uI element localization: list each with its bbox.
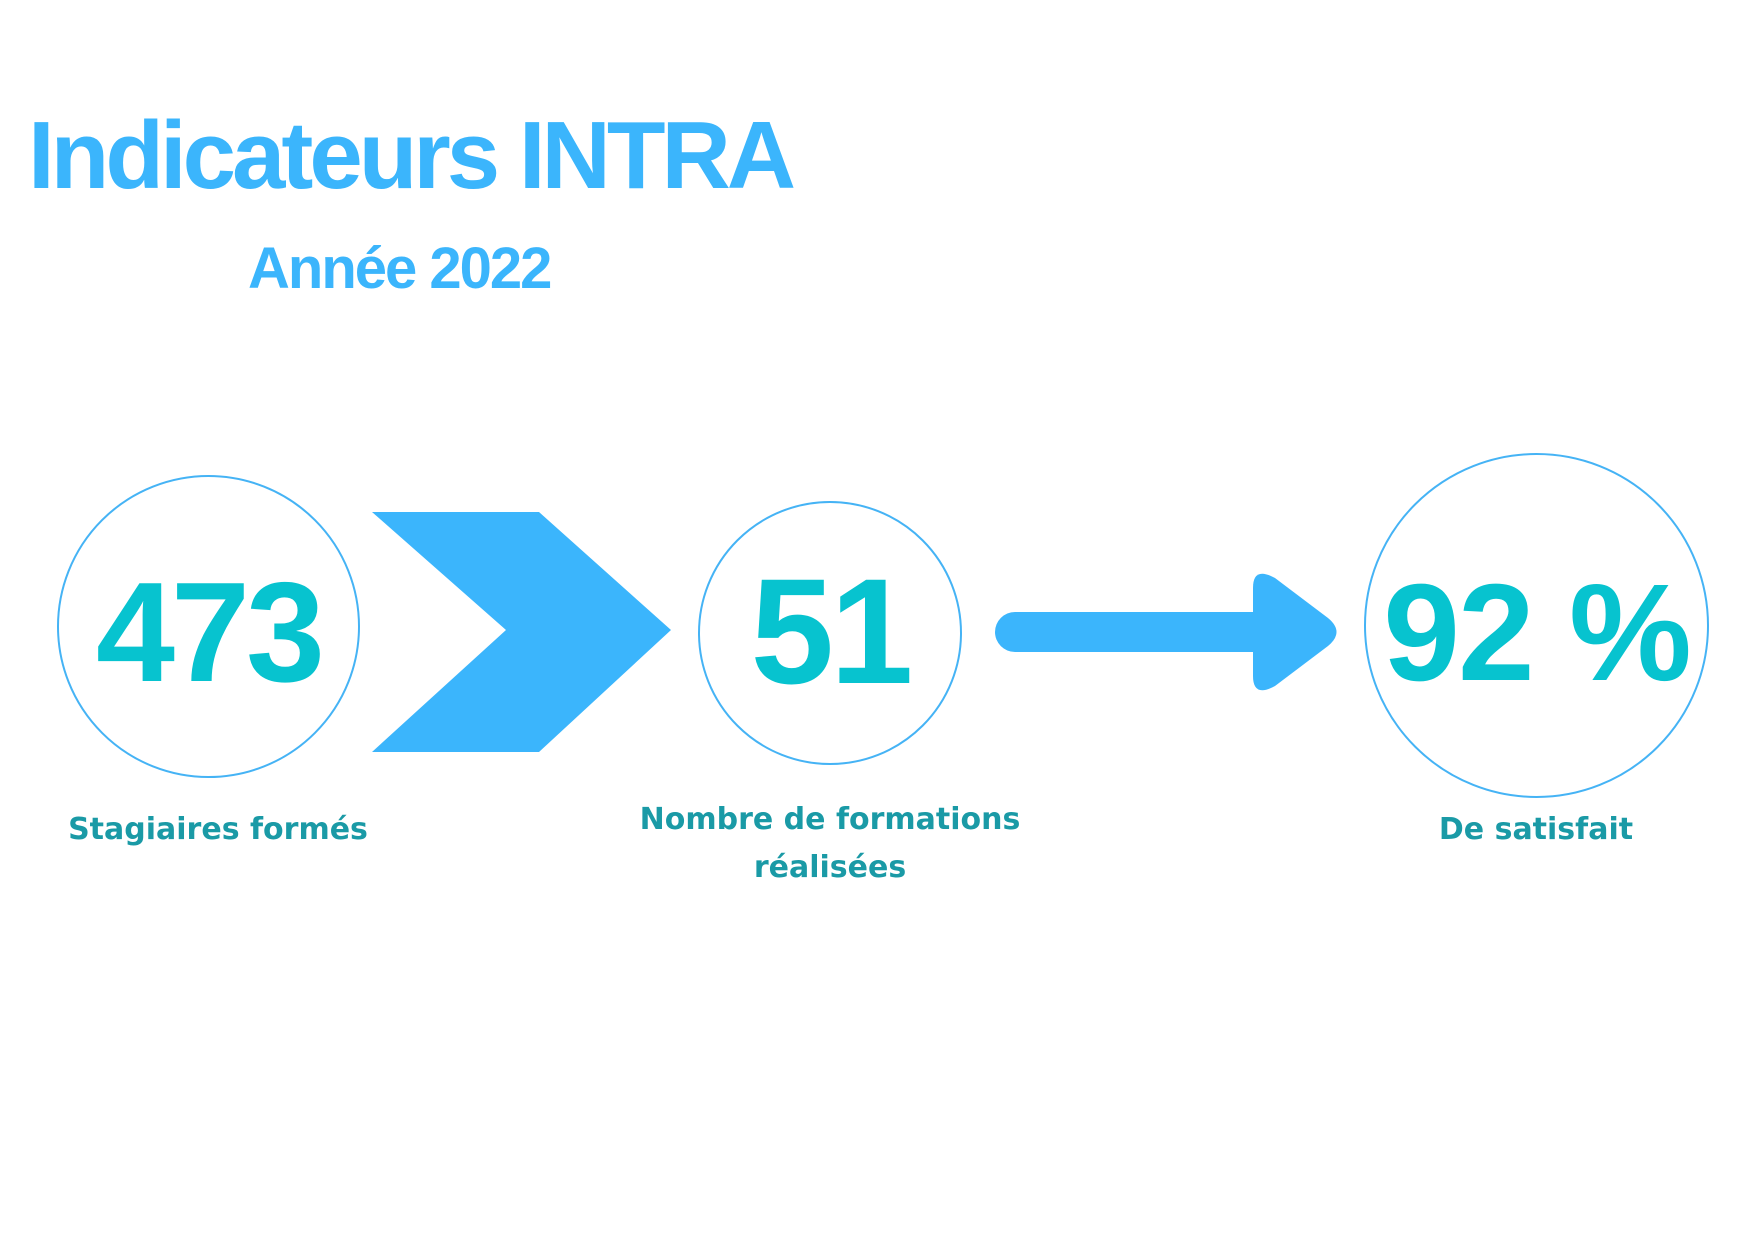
trainees-label: Stagiaires formés: [28, 806, 408, 854]
indicator-circle-trainings: 51: [698, 501, 962, 765]
trainings-label: Nombre de formations réalisées: [580, 796, 1080, 892]
trainees-label-text: Stagiaires formés: [68, 812, 368, 847]
trainings-label-line-1: Nombre de formations: [639, 802, 1021, 837]
page-subtitle-year: Année 2022: [248, 236, 552, 301]
satisfaction-rate-value: 92 %: [1383, 555, 1692, 710]
satisfaction-label-text: De satisfait: [1438, 812, 1634, 847]
indicator-circle-satisfaction: 92 %: [1364, 453, 1709, 798]
page-title: Indicateurs INTRA: [28, 102, 796, 209]
trainings-label-line-2: réalisées: [753, 850, 907, 885]
indicator-circle-trainees: 473: [57, 475, 360, 778]
trainings-count-value: 51: [750, 547, 914, 715]
satisfaction-label: De satisfait: [1336, 806, 1736, 854]
trainees-count-value: 473: [96, 552, 325, 712]
